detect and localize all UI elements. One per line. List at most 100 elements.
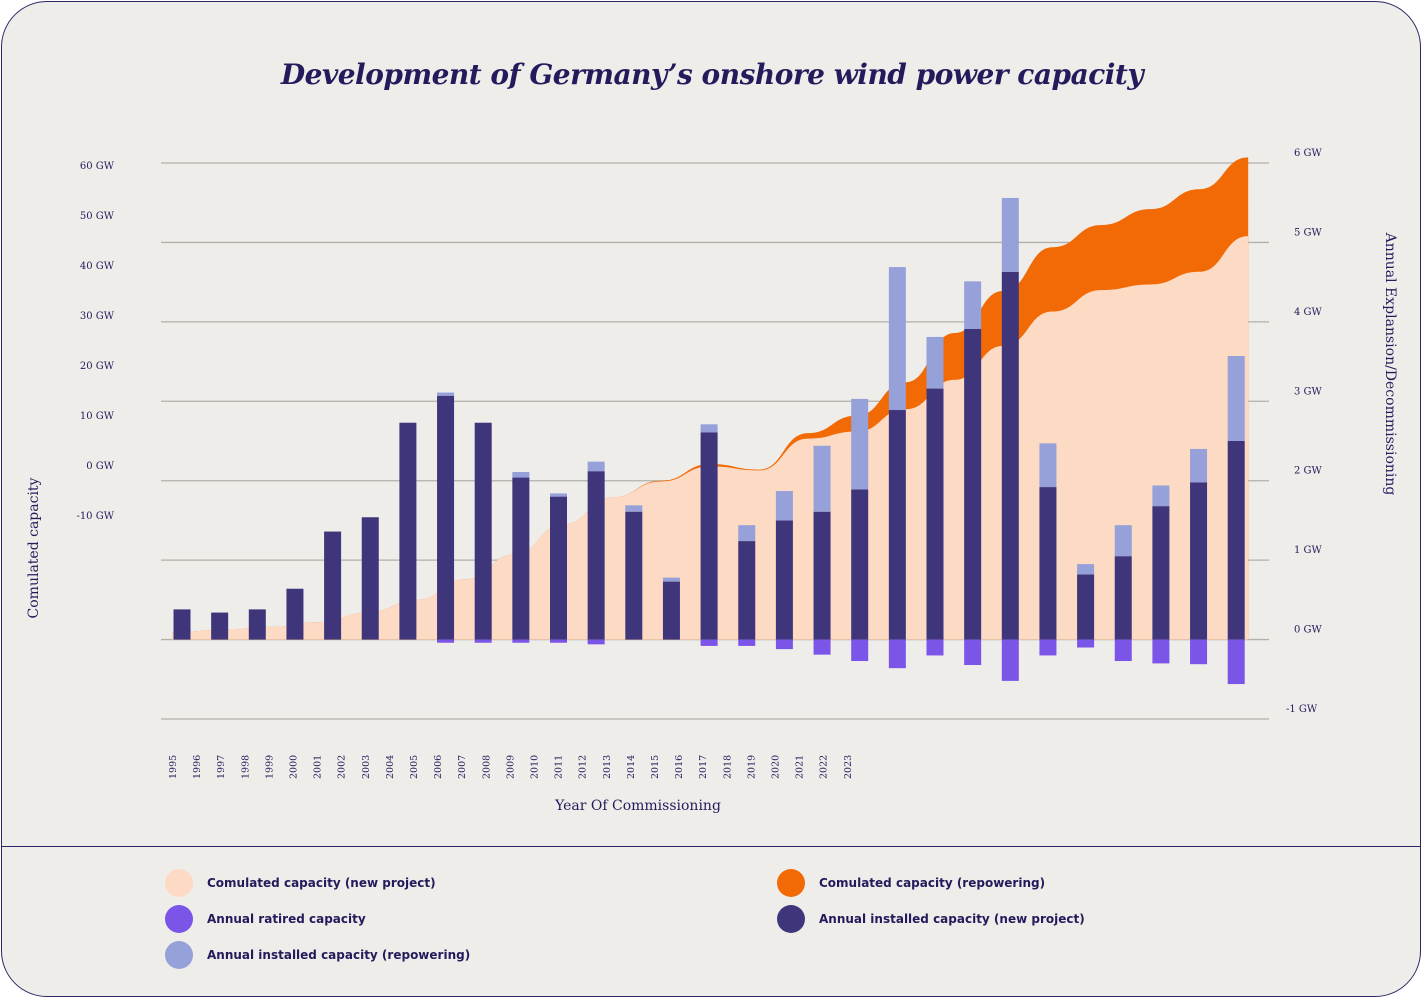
bar-retired <box>851 639 869 662</box>
bar-installed-new <box>437 395 455 640</box>
legend-swatch <box>165 905 193 933</box>
legend-item-cumulated-new: Comulated capacity (new project) <box>165 869 436 897</box>
bar-installed-new <box>1152 506 1170 640</box>
legend-label: Annual ratired capacity <box>207 912 366 926</box>
x-tick-label: 2007 <box>457 755 468 779</box>
x-tick-label: 2010 <box>530 755 541 779</box>
legend-swatch <box>165 869 193 897</box>
bar-installed-new <box>700 432 718 640</box>
x-tick-label: 2019 <box>746 755 757 779</box>
legend-item-annual-installed-repowering: Annual installed capacity (repowering) <box>165 941 470 969</box>
x-tick-label: 2001 <box>313 755 324 779</box>
x-tick-label: 2005 <box>409 755 420 779</box>
bar-installed-repowering <box>1001 197 1019 272</box>
bar-installed-repowering <box>1114 525 1132 557</box>
bar-retired <box>1190 639 1208 665</box>
bar-retired <box>587 639 605 645</box>
legend-label: Comulated capacity (new project) <box>207 876 436 890</box>
bar-installed-new <box>625 511 643 640</box>
bar-installed-repowering <box>437 392 455 396</box>
bar-installed-new <box>1227 441 1245 640</box>
bar-installed-repowering <box>662 577 680 582</box>
left-axis-title: Comulated capacity <box>26 477 42 618</box>
legend-swatch <box>777 905 805 933</box>
x-axis-title: Year Of Commissioning <box>554 798 721 814</box>
bar-installed-repowering <box>625 505 643 512</box>
bar-installed-repowering <box>1227 356 1245 441</box>
bar-retired <box>1039 639 1057 656</box>
x-tick-label: 2003 <box>361 755 372 779</box>
x-tick-label: 1995 <box>168 755 179 779</box>
bar-installed-new <box>211 612 229 640</box>
bar-retired <box>437 639 455 643</box>
bar-retired <box>474 639 492 643</box>
bar-installed-new <box>662 581 680 640</box>
bar-retired <box>1227 639 1245 685</box>
bar-installed-repowering <box>1077 564 1095 575</box>
left-tick-label: 20 GW <box>80 361 115 372</box>
bar-installed-repowering <box>738 525 756 542</box>
bar-installed-new <box>550 496 567 640</box>
bar-retired <box>1077 639 1095 648</box>
legend-swatch <box>165 941 193 969</box>
legend-item-cumulated-repowering: Comulated capacity (repowering) <box>777 869 1045 897</box>
bar-installed-repowering <box>926 336 944 389</box>
bar-installed-repowering <box>1039 443 1057 488</box>
x-tick-label: 2021 <box>795 755 806 779</box>
bar-installed-new <box>587 471 605 640</box>
bar-retired <box>700 639 718 646</box>
x-tick-label: 2004 <box>385 755 396 779</box>
chart-title: Development of Germany’s onshore wind po… <box>280 58 1144 91</box>
bar-installed-repowering <box>888 267 906 411</box>
left-tick-label: 30 GW <box>80 311 115 322</box>
right-tick-label: 5 GW <box>1294 227 1323 238</box>
right-tick-label: 1 GW <box>1294 545 1323 556</box>
x-tick-label: 2015 <box>650 755 661 779</box>
bar-installed-repowering <box>813 445 831 512</box>
bar-installed-new <box>173 609 191 640</box>
bar-installed-new <box>1077 574 1095 640</box>
left-tick-label: 10 GW <box>80 411 115 422</box>
bar-retired <box>926 639 944 656</box>
legend-label: Comulated capacity (repowering) <box>819 876 1046 890</box>
bar-retired <box>813 639 831 655</box>
bar-installed-new <box>361 517 379 640</box>
x-tick-label: 2017 <box>698 755 709 779</box>
bar-retired <box>1001 639 1019 681</box>
legend-label: Annual installed capacity (repowering) <box>207 948 471 962</box>
bar-retired <box>1114 639 1132 662</box>
x-tick-label: 2008 <box>481 755 492 779</box>
x-tick-label: 1996 <box>192 755 203 779</box>
bar-installed-new <box>324 531 342 640</box>
legend-item-annual-retired: Annual ratired capacity <box>165 905 366 933</box>
bar-installed-new <box>1039 487 1057 640</box>
bar-retired <box>512 639 530 643</box>
bar-installed-repowering <box>1190 448 1208 483</box>
bar-installed-new <box>813 511 831 640</box>
left-tick-label: 40 GW <box>80 261 115 272</box>
legend-divider <box>2 846 1420 847</box>
bar-installed-repowering <box>775 491 793 521</box>
bar-installed-new <box>399 422 417 640</box>
bar-installed-repowering <box>550 493 567 497</box>
bar-installed-new <box>964 329 982 640</box>
bar-installed-new <box>775 520 793 640</box>
bar-installed-repowering <box>587 461 605 472</box>
x-tick-label: 2018 <box>722 755 733 779</box>
x-tick-label: 2016 <box>674 755 685 779</box>
bar-retired <box>775 639 793 650</box>
right-tick-label: 3 GW <box>1294 386 1323 397</box>
x-tick-label: 2013 <box>602 755 613 779</box>
bar-retired <box>738 639 756 646</box>
x-tick-label: 1999 <box>264 755 275 779</box>
x-tick-label: 2023 <box>843 755 854 779</box>
x-tick-label: 2009 <box>505 755 516 779</box>
x-tick-label: 2002 <box>337 755 348 779</box>
chart-plot: 60 GW 50 GW 40 GW 30 GW 20 GW 10 GW 0 GW -10 GW… <box>26 148 1398 814</box>
x-tick-label: 1997 <box>216 755 227 779</box>
bar-installed-repowering <box>851 398 869 490</box>
x-tick-label: 2014 <box>626 755 637 779</box>
bar-installed-new <box>286 588 304 640</box>
legend-label: Annual installed capacity (new project) <box>819 912 1085 926</box>
